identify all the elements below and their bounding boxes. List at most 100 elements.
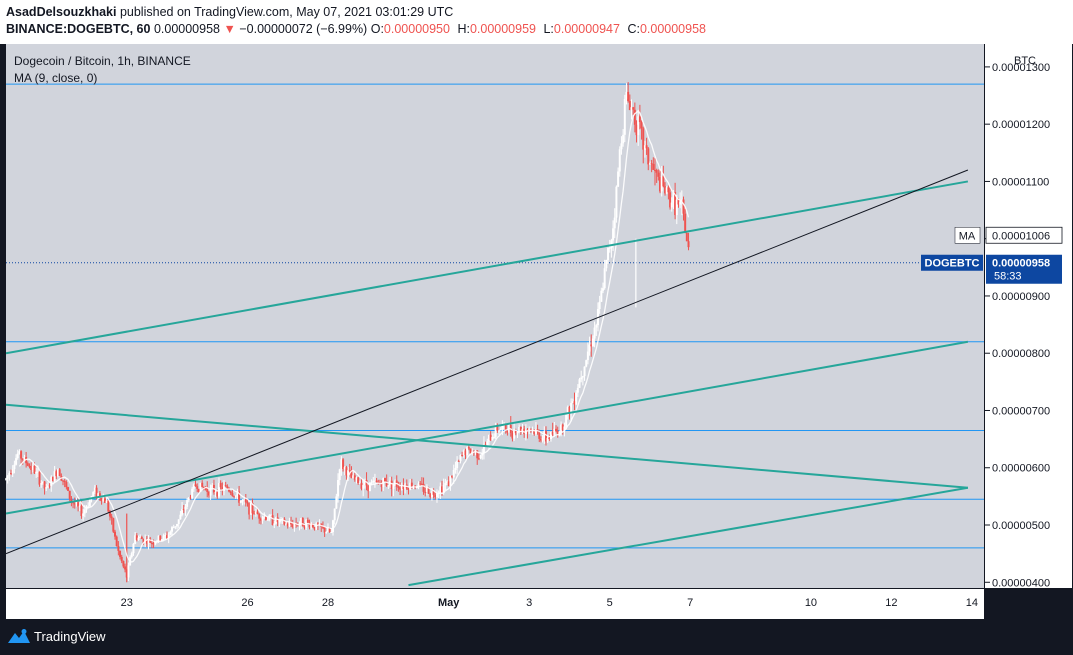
candle-body — [543, 431, 546, 439]
candle-body — [184, 506, 187, 511]
candle-body — [456, 460, 459, 469]
candle-body — [191, 488, 194, 499]
candle-body — [321, 526, 324, 528]
candle-body — [608, 247, 611, 249]
candle-body — [46, 485, 49, 488]
candle-body — [229, 491, 232, 494]
candle-body — [422, 483, 425, 492]
candle-body — [95, 487, 98, 497]
candle-body — [435, 493, 438, 498]
candle-body — [348, 470, 351, 472]
candle-body — [13, 464, 16, 470]
y-tick-label: 0.00000500 — [992, 520, 1050, 532]
candle-body — [343, 467, 346, 470]
candle-body — [637, 116, 640, 136]
candle-body — [622, 134, 625, 144]
candle-body — [160, 539, 163, 541]
candle-body — [675, 199, 678, 216]
candle-body — [387, 485, 390, 487]
candle-body — [439, 486, 442, 494]
candle-body — [664, 186, 667, 194]
candle-body — [291, 524, 294, 528]
candle-body — [613, 217, 616, 229]
candle-body — [315, 523, 318, 530]
candle-body — [441, 486, 444, 493]
candle-body — [293, 523, 296, 528]
price-chart[interactable]: Dogecoin / Bitcoin, 1h, BINANCE MA (9, cl… — [0, 44, 1073, 620]
candle-body — [139, 536, 142, 538]
candle-body — [290, 522, 293, 525]
candle-body — [112, 518, 115, 532]
x-tick-label: 10 — [805, 597, 817, 609]
candle-body — [238, 491, 241, 503]
candle-body — [234, 495, 237, 497]
candle-body — [615, 186, 618, 218]
candle-body — [659, 176, 662, 192]
candle-body — [677, 199, 680, 205]
candle-body — [457, 460, 460, 462]
x-tick-label: 5 — [607, 597, 613, 609]
candle-body — [449, 475, 452, 487]
black-trend-line[interactable] — [6, 169, 969, 555]
candle-body — [308, 522, 311, 528]
candle-body — [347, 470, 350, 476]
candle-body — [233, 495, 236, 497]
teal-trend-line[interactable] — [6, 340, 969, 515]
tradingview-brand[interactable]: TradingView — [34, 629, 106, 644]
candle-body — [516, 431, 519, 434]
close-value: 0.00000958 — [639, 22, 706, 36]
candle-body — [226, 486, 229, 489]
candle-body — [65, 482, 68, 488]
plot-area — [6, 44, 984, 588]
candle-body — [513, 430, 516, 439]
candle-body — [251, 502, 254, 514]
candle-body — [303, 526, 306, 528]
candle-body — [511, 432, 514, 439]
candle-body — [466, 447, 469, 456]
candle-body — [63, 480, 66, 483]
author-name[interactable]: AsadDelsouzkhaki — [6, 5, 117, 19]
candle-body — [492, 436, 495, 438]
candle-body — [342, 459, 345, 470]
candle-body — [119, 550, 122, 557]
y-tick-label: 0.00000700 — [992, 405, 1050, 417]
teal-trend-line[interactable] — [408, 486, 969, 587]
candle-body — [264, 516, 267, 521]
candle-body — [43, 481, 46, 489]
teal-trend-line[interactable] — [6, 180, 969, 355]
candle-body — [565, 414, 568, 427]
candle-body — [122, 561, 125, 567]
candle-body — [152, 543, 155, 545]
tradingview-logo-icon[interactable] — [8, 629, 30, 643]
candle-body — [417, 483, 420, 488]
candle-body — [16, 453, 19, 459]
candle-body — [6, 475, 9, 479]
ma-line — [18, 109, 690, 563]
candle-body — [451, 475, 454, 478]
candle-body — [55, 471, 58, 477]
candle-body — [285, 523, 288, 525]
teal-trend-line[interactable] — [6, 403, 968, 489]
candle-body — [601, 288, 604, 291]
candle-body — [181, 508, 184, 515]
candle-body — [243, 499, 246, 501]
candle-body — [370, 482, 373, 484]
open-label: O: — [370, 22, 384, 36]
candle-body — [194, 484, 197, 487]
candle-body — [529, 428, 532, 430]
x-tick-label: 3 — [526, 597, 532, 609]
high-value: 0.00000959 — [469, 22, 536, 36]
candle-body — [127, 565, 130, 578]
candle-body — [669, 192, 672, 208]
candle-body — [80, 505, 83, 517]
candle-body — [186, 500, 189, 507]
candle-body — [41, 481, 44, 484]
candle-body — [598, 301, 601, 309]
candle-body — [103, 498, 106, 503]
candle-body — [68, 490, 71, 499]
candle-body — [489, 434, 492, 441]
candle-body — [368, 482, 371, 492]
candle-body — [660, 176, 663, 192]
candle-body — [30, 466, 33, 471]
candle-body — [526, 429, 529, 431]
